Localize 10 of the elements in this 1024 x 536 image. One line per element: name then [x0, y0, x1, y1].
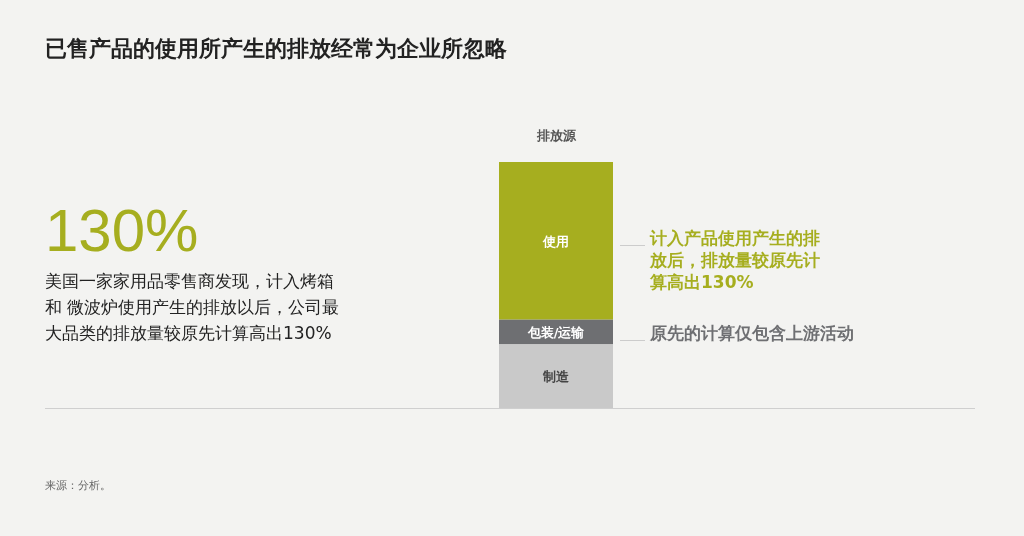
annotation: 美国一家家用品零售商发现，计入烤箱和 微波炉使用产生的排放以后，公司最大品类的排放量较原先计算高出130% — [45, 270, 341, 345]
legend-title: 排放源 — [535, 128, 577, 143]
series-label: 使用 — [542, 233, 569, 249]
annotation: 原先的计算仅包含上游活动 — [650, 322, 854, 345]
annotation: 来源：分析。 — [45, 478, 111, 493]
series-label: 包装/运输 — [526, 324, 586, 340]
title: 已售产品的使用所产生的排放经常为企业所忽略 — [45, 35, 507, 63]
annotation: 130% — [45, 196, 199, 265]
series-label: 制造 — [542, 369, 570, 385]
annotation: 计入产品使用产生的排放后，排放量较原先计算高出130% — [650, 227, 821, 293]
